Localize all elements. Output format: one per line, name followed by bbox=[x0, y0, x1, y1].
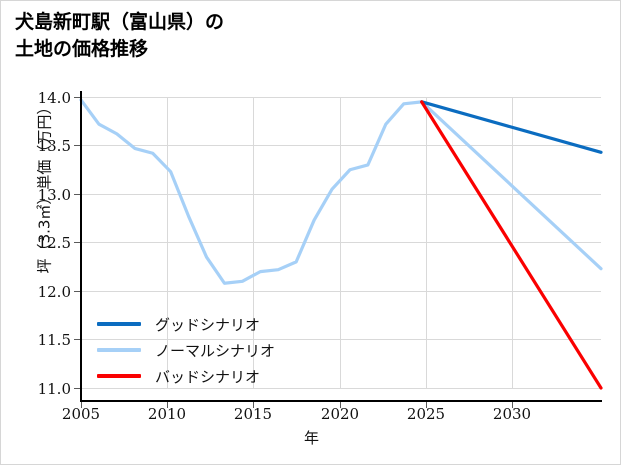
series-line-バッドシナリオ bbox=[420, 100, 603, 390]
series-line-グッドシナリオ bbox=[420, 100, 603, 154]
legend-swatch-good bbox=[97, 322, 141, 326]
gridline-y-11-0 bbox=[81, 388, 601, 389]
x-tick-label-2025: 2025 bbox=[406, 405, 446, 423]
y-tick-label-12-5: 12.5 bbox=[37, 234, 71, 252]
legend-label-bad: バッドシナリオ bbox=[155, 367, 261, 386]
y-tick-label-13-0: 13.0 bbox=[37, 186, 71, 204]
legend-label-good: グッドシナリオ bbox=[155, 315, 261, 334]
gridline-x-2010 bbox=[167, 97, 168, 388]
y-tick-mark-13-0 bbox=[74, 194, 80, 195]
legend-item-good: グッドシナリオ bbox=[97, 311, 327, 337]
gridline-y-12-0 bbox=[81, 291, 601, 292]
legend-item-bad: バッドシナリオ bbox=[97, 363, 327, 389]
y-tick-mark-13-5 bbox=[74, 145, 80, 146]
x-tick-mark-2005 bbox=[81, 402, 82, 408]
y-tick-label-13-5: 13.5 bbox=[37, 137, 71, 155]
x-tick-mark-2025 bbox=[426, 402, 427, 408]
x-tick-mark-2020 bbox=[340, 402, 341, 408]
gridline-x-2030 bbox=[512, 97, 513, 388]
y-tick-mark-12-0 bbox=[74, 291, 80, 292]
y-axis-spine bbox=[80, 91, 82, 402]
y-tick-mark-12-5 bbox=[74, 242, 80, 243]
x-tick-mark-2010 bbox=[167, 402, 168, 408]
chart-legend: グッドシナリオ ノーマルシナリオ バッドシナリオ bbox=[97, 311, 327, 389]
gridline-y-13-0 bbox=[81, 194, 601, 195]
x-tick-label-2030: 2030 bbox=[492, 405, 532, 423]
x-tick-mark-2015 bbox=[253, 402, 254, 408]
legend-swatch-normal bbox=[97, 348, 141, 352]
plot-area bbox=[79, 97, 603, 390]
gridline-y-12-5 bbox=[81, 242, 601, 243]
series-lines bbox=[79, 98, 603, 390]
x-tick-label-2010: 2010 bbox=[147, 405, 187, 423]
legend-swatch-bad bbox=[97, 374, 141, 378]
chart-title: 犬島新町駅（富山県）の 土地の価格推移 bbox=[15, 11, 225, 60]
x-tick-label-2020: 2020 bbox=[320, 405, 360, 423]
gridline-x-2025 bbox=[426, 97, 427, 388]
y-axis-title: 坪（3.3㎡）単価（万円） bbox=[35, 99, 54, 274]
legend-item-normal: ノーマルシナリオ bbox=[97, 337, 327, 363]
series-line-ノーマルシナリオ bbox=[79, 98, 603, 285]
legend-label-normal: ノーマルシナリオ bbox=[155, 341, 276, 360]
x-axis-spine bbox=[80, 400, 602, 402]
gridline-y-14-0 bbox=[81, 97, 601, 98]
y-tick-label-11-0: 11.0 bbox=[37, 380, 71, 398]
gridline-x-2020 bbox=[340, 97, 341, 388]
x-tick-label-2005: 2005 bbox=[61, 405, 101, 423]
x-tick-label-2015: 2015 bbox=[233, 405, 273, 423]
x-tick-mark-2030 bbox=[512, 402, 513, 408]
gridline-y-11-5 bbox=[81, 339, 601, 340]
x-axis-title: 年 bbox=[303, 429, 319, 447]
y-tick-label-14-0: 14.0 bbox=[37, 89, 71, 107]
y-tick-mark-11-5 bbox=[74, 339, 80, 340]
y-tick-label-12-0: 12.0 bbox=[37, 283, 71, 301]
y-tick-mark-14-0 bbox=[74, 97, 80, 98]
y-tick-label-11-5: 11.5 bbox=[37, 331, 71, 349]
y-tick-mark-11-0 bbox=[74, 388, 80, 389]
gridline-y-13-5 bbox=[81, 145, 601, 146]
gridline-x-2015 bbox=[253, 97, 254, 388]
